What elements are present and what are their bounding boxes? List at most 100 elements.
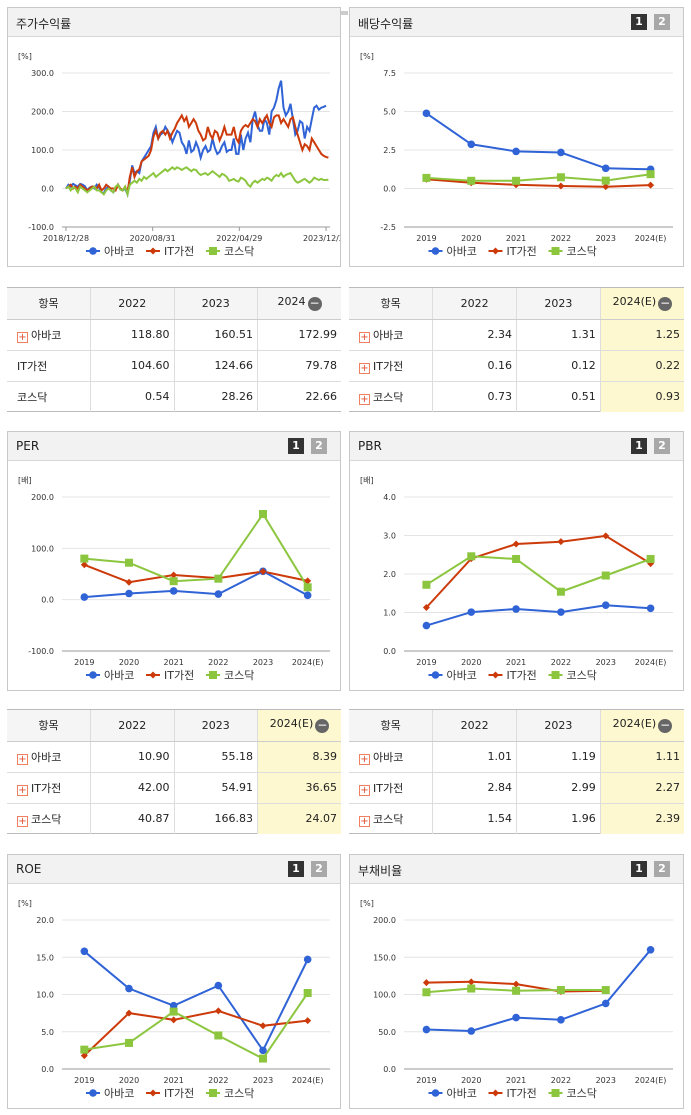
page-2-button[interactable]: 2 — [654, 438, 670, 454]
y-tick-label: -100.0 — [28, 647, 54, 656]
legend-label: IT가전 — [507, 669, 537, 682]
data-point — [646, 554, 655, 563]
legend-marker — [492, 671, 499, 679]
collapse-button[interactable]: − — [658, 718, 673, 734]
data-point — [602, 532, 610, 540]
data-point — [646, 946, 655, 954]
legend-marker — [492, 247, 499, 255]
table-cell: 40.87 — [90, 803, 174, 834]
table-header-cell: 2022 — [432, 710, 517, 742]
x-tick-label: 2021 — [506, 1076, 526, 1085]
expand-plus-icon[interactable]: + — [359, 331, 370, 343]
legend-label: IT가전 — [164, 669, 194, 682]
table-cell: 124.66 — [173, 350, 258, 382]
y-tick-label: 50.0 — [378, 1028, 396, 1037]
data-point — [422, 603, 430, 611]
page-1-button[interactable]: 1 — [288, 861, 304, 877]
data-point — [170, 1016, 178, 1024]
data-point — [214, 1031, 223, 1040]
expand-plus-icon[interactable]: + — [17, 331, 28, 343]
table-cell: 22.66 — [257, 381, 341, 412]
table-cell: 160.51 — [173, 319, 258, 351]
collapse-button[interactable]: − — [658, 296, 673, 312]
page-2-button[interactable]: 2 — [654, 14, 670, 30]
legend-label: 아바코 — [104, 245, 134, 258]
table-header-cell: 2022 — [90, 288, 174, 320]
expand-plus-icon[interactable]: + — [359, 393, 370, 405]
data-point — [557, 182, 565, 190]
legend-label: 코스닥 — [567, 669, 597, 682]
data-point — [422, 109, 431, 118]
data-point — [467, 1027, 476, 1035]
page-1-button[interactable]: 1 — [631, 438, 647, 454]
x-tick-label: 2018/12/28 — [43, 234, 89, 243]
page-2-button[interactable]: 2 — [311, 438, 327, 454]
legend-marker — [492, 1089, 499, 1097]
legend-marker — [551, 1089, 560, 1097]
table-cell: 1.96 — [516, 803, 601, 834]
data-point — [125, 558, 133, 567]
y-tick-label: 10.0 — [36, 991, 54, 1000]
legend-label: IT가전 — [164, 1087, 194, 1100]
expand-plus-icon[interactable]: + — [17, 815, 28, 827]
y-unit-label: [배] — [360, 476, 374, 485]
panel-stock: 주가수익률 [%] 300.0 200.0 100.0 0.0 -100.0 2018/12… — [7, 7, 341, 267]
legend-label: 아바코 — [447, 245, 477, 258]
table-header-cell: 2022 — [432, 288, 517, 320]
legend-marker — [551, 671, 560, 679]
table-cell: 28.26 — [173, 381, 258, 412]
table-cell: 8.39 — [257, 741, 341, 773]
data-point — [125, 1009, 133, 1017]
data-point — [467, 608, 476, 616]
data-point — [422, 173, 431, 182]
series-line-0 — [83, 950, 309, 1053]
page-2-button[interactable]: 2 — [311, 861, 327, 877]
data-point — [80, 1045, 89, 1054]
legend-marker — [431, 671, 440, 679]
panel-title: ROE — [16, 862, 42, 876]
data-point — [602, 183, 610, 191]
x-tick-label: 2021 — [163, 658, 183, 667]
table-header-cell: 2022 — [90, 710, 174, 742]
x-tick-label: 2022 — [551, 658, 571, 667]
data-point — [422, 580, 431, 589]
data-point — [646, 170, 655, 179]
x-tick-label: 2023/12/28 — [303, 234, 340, 243]
page-1-button[interactable]: 1 — [288, 438, 304, 454]
data-point — [512, 147, 520, 156]
expand-plus-icon[interactable]: + — [17, 784, 28, 796]
data-point — [467, 978, 475, 986]
page-2-button[interactable]: 2 — [654, 861, 670, 877]
collapse-button[interactable]: − — [307, 296, 322, 312]
table-header-cell: 2023 — [173, 288, 258, 320]
table-cell: 2.99 — [516, 772, 601, 804]
table-row: + 아바코 118.80 160.51 172.99 — [7, 319, 341, 351]
legend-marker — [89, 671, 97, 679]
x-tick-label: 2022/04/29 — [216, 234, 262, 243]
series-line-1 — [83, 563, 308, 584]
series-line-1 — [426, 178, 651, 188]
data-point — [467, 176, 476, 185]
expand-plus-icon[interactable]: + — [359, 815, 370, 827]
collapse-button[interactable]: − — [315, 718, 330, 734]
table-cell: 0.22 — [599, 350, 684, 382]
table-header-cell: 2024(E) − — [599, 288, 684, 320]
series-line-1 — [425, 534, 652, 609]
expand-plus-icon[interactable]: + — [17, 753, 28, 765]
data-point — [214, 981, 223, 990]
table-cell: 104.60 — [90, 350, 174, 382]
page-1-button[interactable]: 1 — [631, 14, 647, 30]
expand-plus-icon[interactable]: + — [359, 784, 370, 796]
row-label: IT가전 — [7, 350, 91, 382]
y-tick-label: 300.0 — [31, 69, 54, 78]
data-point — [557, 608, 565, 616]
expand-plus-icon[interactable]: + — [359, 753, 370, 765]
page-1-button[interactable]: 1 — [631, 861, 647, 877]
expand-plus-icon[interactable]: + — [359, 362, 370, 374]
x-tick-label: 2022 — [551, 234, 571, 243]
data-point — [80, 947, 89, 956]
series-line-0 — [426, 604, 651, 627]
data-point — [259, 1054, 267, 1063]
legend-marker — [209, 247, 217, 255]
